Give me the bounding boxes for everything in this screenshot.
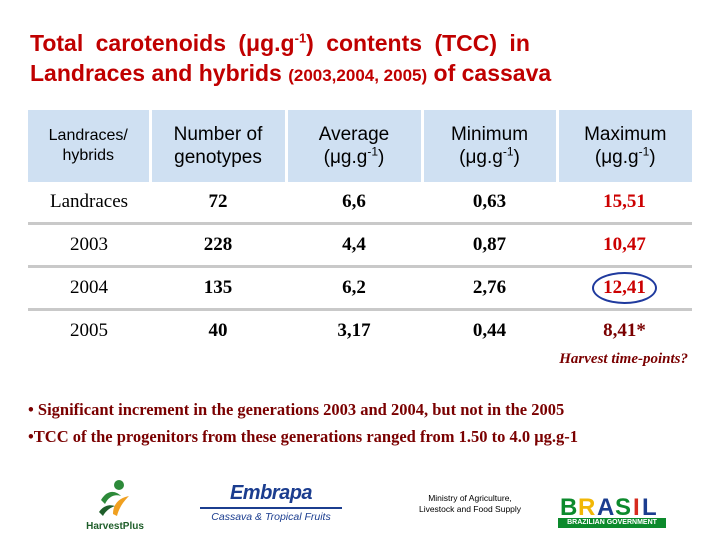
circled-highlight: 12,41	[592, 272, 657, 304]
header-landraces-hybrids: Landraces/hybrids	[28, 110, 152, 182]
cell-maximum: 8,41*	[557, 308, 692, 351]
header-number-of-genotypes: Number of genotypes	[150, 110, 288, 182]
bullet-list: • Significant increment in the generatio…	[28, 396, 708, 450]
cell-minimum: 0,87	[422, 222, 557, 267]
harvestplus-text: HarvestPlus	[86, 521, 144, 532]
embrapa-logo: Embrapa Cassava & Tropical Fruits	[200, 482, 342, 532]
table-header-row: Landraces/hybrids Number of genotypes Ave…	[28, 110, 692, 182]
cell-average: 6,2	[286, 265, 422, 310]
table-row: 2005 40 3,17 0,44 8,41*	[28, 308, 692, 351]
embrapa-rule	[200, 507, 342, 509]
cell-genotypes: 135	[150, 265, 286, 310]
table-row: Landraces 72 6,6 0,63 15,51	[28, 182, 692, 224]
svg-text:L: L	[642, 494, 657, 518]
svg-text:R: R	[578, 494, 595, 518]
cell-minimum: 0,44	[422, 308, 557, 351]
cell-group: Landraces	[49, 191, 129, 212]
cell-group: 2004	[28, 265, 150, 310]
harvestplus-emblem-icon	[99, 480, 129, 516]
svg-text:A: A	[597, 494, 614, 518]
slide-title: Total carotenoids (μg.g-1) contents (TCC…	[30, 28, 700, 91]
cell-group: 2003	[28, 222, 150, 267]
embrapa-subtitle: Cassava & Tropical Fruits	[211, 511, 331, 523]
table-row: 2004 135 6,2 2,76 12,41	[28, 265, 692, 310]
cell-minimum: 2,76	[422, 265, 557, 310]
brasil-government-bar: BRAZILIAN GOVERNMENT	[558, 518, 666, 528]
embrapa-wordmark: Embrapa	[229, 482, 313, 504]
cell-minimum: 0,63	[472, 191, 507, 212]
svg-text:I: I	[633, 494, 640, 518]
header-average: Average (μg.g-1)	[286, 110, 424, 182]
cell-genotypes: 72	[208, 191, 228, 212]
svg-text:S: S	[615, 494, 631, 518]
cell-average: 6,6	[342, 191, 366, 212]
cell-genotypes: 228	[150, 222, 286, 267]
brasil-government-logo: B R A S I L BRAZILIAN GOVERNMENT	[558, 492, 666, 532]
title-line-1: Total carotenoids (μg.g-1) contents (TCC…	[30, 30, 530, 56]
bullet-item: • Significant increment in the generatio…	[28, 400, 565, 419]
cell-maximum: 12,41	[557, 265, 692, 310]
cell-genotypes: 40	[150, 308, 286, 351]
harvest-note: Harvest time-points?	[559, 351, 688, 367]
table-row: 2003 228 4,4 0,87 10,47	[28, 222, 692, 267]
harvestplus-logo: HarvestPlus	[80, 478, 150, 534]
cell-maximum: 10,47	[557, 222, 692, 267]
title-line-2: Landraces and hybrids (2003,2004, 2005) …	[30, 60, 552, 86]
tcc-table: Landraces/hybrids Number of genotypes Ave…	[28, 110, 692, 351]
brasil-letters-icon: B R A S I L	[560, 494, 657, 518]
header-minimum: Minimum (μg.g-1)	[422, 110, 559, 182]
cell-group: 2005	[28, 308, 150, 351]
ministry-credit: Ministry of Agriculture, Livestock and F…	[418, 493, 522, 514]
cell-average: 3,17	[286, 308, 422, 351]
bullet-item: •TCC of the progenitors from these gener…	[28, 427, 578, 446]
cell-maximum: 15,51	[603, 191, 646, 212]
cell-average: 4,4	[286, 222, 422, 267]
svg-text:B: B	[560, 494, 577, 518]
header-maximum: Maximum (μg.g-1)	[557, 110, 692, 182]
